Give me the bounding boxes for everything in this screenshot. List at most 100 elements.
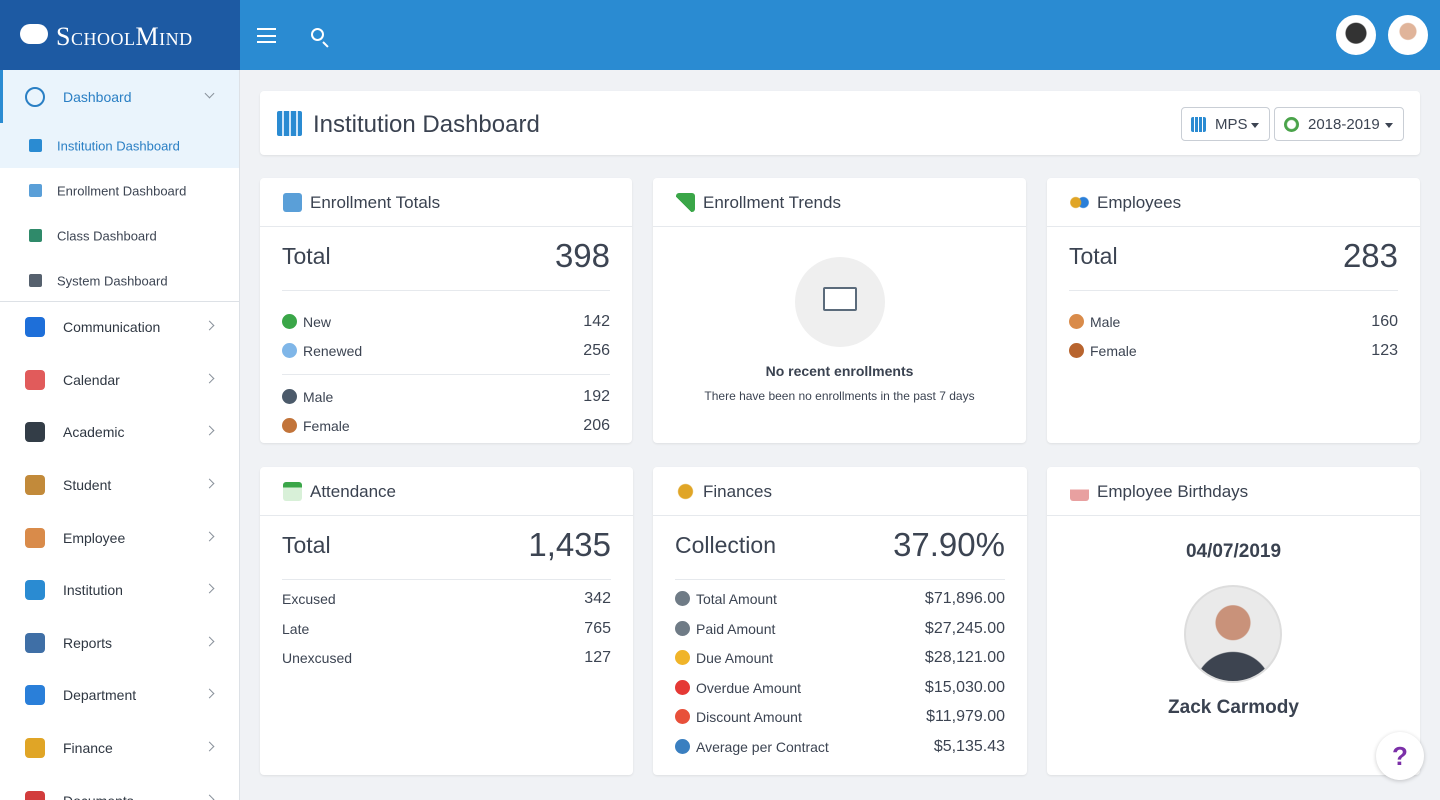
card-title: Enrollment Trends <box>703 193 841 212</box>
caret <box>1385 123 1393 128</box>
user-avatar[interactable] <box>1388 15 1428 55</box>
empty-text: There have been no enrollments in the pa… <box>704 389 975 403</box>
menu-icon <box>25 422 45 443</box>
total-label: Total <box>1069 243 1118 269</box>
card-title: Finances <box>703 482 772 501</box>
row-value: $27,245.00 <box>924 619 1005 637</box>
row-icon <box>675 709 690 725</box>
card-icon <box>283 482 302 501</box>
total-label: Total <box>282 532 331 558</box>
row-value: 160 <box>1371 313 1398 330</box>
menu-item[interactable]: Employee <box>0 511 239 564</box>
menu-item[interactable]: Student <box>0 459 239 512</box>
row-value: 256 <box>583 342 610 359</box>
menu-item[interactable]: Finance <box>0 722 239 775</box>
submenu-label: Institution Dashboard <box>57 138 180 153</box>
chevron <box>204 636 215 647</box>
total-value: 37.90% <box>893 526 1005 563</box>
row-label: Male <box>1090 314 1121 330</box>
card-icon <box>1070 482 1089 501</box>
menu-item[interactable]: Calendar <box>0 354 239 407</box>
stat-row: Male 192 <box>282 385 610 409</box>
menu-icon <box>25 475 45 496</box>
chart-board <box>823 287 857 311</box>
caret <box>1251 123 1259 128</box>
menu-item[interactable]: Department <box>0 669 239 722</box>
row-value: $71,896.00 <box>924 590 1005 607</box>
row-icon <box>1069 314 1084 329</box>
row-value: 127 <box>584 649 611 666</box>
row-label: Unexcused <box>282 650 353 666</box>
submenu-item[interactable]: Enrollment Dashboard <box>0 168 239 213</box>
row-label: Renewed <box>303 343 363 359</box>
menu-item[interactable]: Dashboard <box>0 70 239 123</box>
row-value: 142 <box>583 313 610 330</box>
filter-dropdown[interactable]: 2018-2019 <box>1274 107 1404 141</box>
menu-item[interactable]: Documents <box>0 774 239 800</box>
search-button[interactable] <box>311 28 324 41</box>
stat-row: Unexcused 127 <box>282 646 611 670</box>
submenu-icon <box>29 273 42 287</box>
menu-label: Student <box>63 477 112 494</box>
submenu-icon <box>29 228 42 242</box>
submenu-item[interactable]: Institution Dashboard <box>0 123 239 168</box>
total-row: Collection 37.90% <box>675 516 1005 580</box>
submenu-icon <box>29 138 42 152</box>
total-row: Total 283 <box>1069 227 1398 291</box>
card-header: Enrollment Trends <box>653 178 1026 227</box>
card-icon <box>676 193 695 212</box>
total-label: Collection <box>675 532 776 558</box>
chevron <box>204 320 215 331</box>
divider <box>0 301 239 302</box>
chevron <box>204 478 215 489</box>
row-value: 342 <box>584 590 611 607</box>
submenu-item[interactable]: System Dashboard <box>0 258 239 303</box>
submenu-label: Enrollment Dashboard <box>57 183 187 198</box>
row-value: 192 <box>583 388 610 405</box>
row-value: $5,135.43 <box>933 738 1005 755</box>
stat-row: New 142 <box>282 310 610 334</box>
stat-row: Renewed 256 <box>282 339 610 363</box>
menu-icon <box>25 317 45 338</box>
row-value: $11,979.00 <box>926 708 1005 726</box>
menu-item[interactable]: Institution <box>0 564 239 617</box>
menu-item[interactable]: Reports <box>0 617 239 670</box>
school-avatar[interactable] <box>1336 15 1376 55</box>
row-value: 765 <box>584 619 611 637</box>
employees-card: Employees Total 283 Male 160 Female 123 <box>1047 178 1420 443</box>
menu-label: Department <box>63 687 137 704</box>
row-label: Due Amount <box>696 650 774 667</box>
row-value: $28,121.00 <box>924 649 1005 667</box>
stat-row: Paid Amount $27,245.00 <box>675 617 1005 641</box>
card-title: Enrollment Totals <box>310 193 441 212</box>
employee-photo <box>1184 585 1282 683</box>
header-icon <box>277 111 302 136</box>
row-icon <box>282 314 297 329</box>
chevron <box>204 88 215 98</box>
menu-label: Employee <box>63 529 126 546</box>
menu-item[interactable]: Communication <box>0 301 239 354</box>
row-icon <box>675 650 690 666</box>
row-value: 206 <box>583 417 610 434</box>
menu-label: Academic <box>63 424 125 441</box>
total-label: Total <box>282 243 331 269</box>
row-value: 123 <box>1371 342 1398 359</box>
main-content: Institution Dashboard MPS 2018-2019 Enrollm… <box>240 70 1440 800</box>
brand-area[interactable]: SchoolMind <box>0 0 240 70</box>
filter-dropdown[interactable]: MPS <box>1181 107 1270 141</box>
help-button[interactable]: ? <box>1376 732 1424 780</box>
stat-row: Average per Contract $5,135.43 <box>675 735 1005 759</box>
button-icon <box>1284 117 1299 132</box>
menu-toggle[interactable] <box>257 28 276 43</box>
row-label: Female <box>303 418 350 434</box>
card-title: Attendance <box>310 482 397 501</box>
stat-row: Female 123 <box>1069 339 1398 363</box>
card-header: Enrollment Totals <box>260 178 632 227</box>
row-label: Paid Amount <box>696 620 776 637</box>
finances-card: Finances Collection 37.90% Total Amount $71,… <box>653 467 1027 775</box>
submenu-item[interactable]: Class Dashboard <box>0 213 239 258</box>
row-label: Excused <box>282 591 336 607</box>
menu-item[interactable]: Academic <box>0 406 239 459</box>
total-value: 398 <box>554 237 610 274</box>
row-label: New <box>303 314 332 330</box>
